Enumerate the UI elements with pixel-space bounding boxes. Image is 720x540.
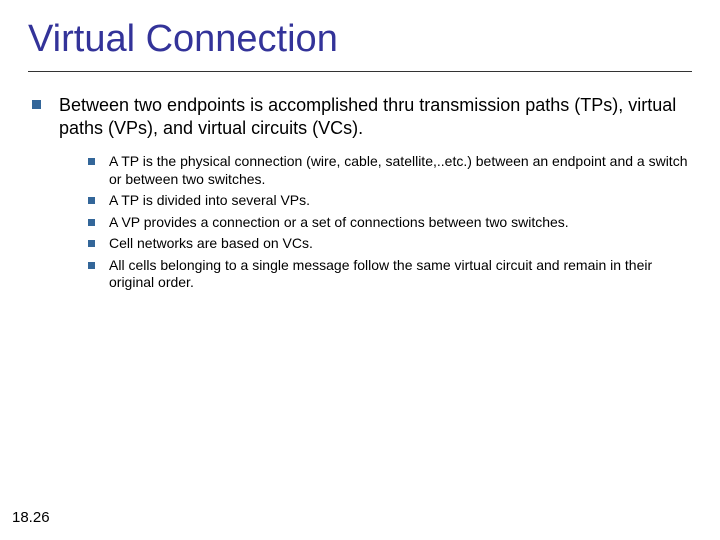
sub-bullet-item: A VP provides a connection or a set of c… [28,214,692,232]
sub-bullet-item: Cell networks are based on VCs. [28,235,692,253]
sub-bullet-text: A TP is the physical connection (wire, c… [109,153,692,188]
sub-bullet-list: A TP is the physical connection (wire, c… [28,153,692,292]
sub-bullet-text: A VP provides a connection or a set of c… [109,214,569,232]
square-bullet-icon [88,197,95,204]
sub-bullet-text: A TP is divided into several VPs. [109,192,310,210]
sub-bullet-text: Cell networks are based on VCs. [109,235,313,253]
square-bullet-icon [88,219,95,226]
square-bullet-icon [88,262,95,269]
sub-bullet-item: A TP is divided into several VPs. [28,192,692,210]
slide-number: 18.26 [12,509,50,526]
sub-bullet-item: A TP is the physical connection (wire, c… [28,153,692,188]
square-bullet-icon [88,240,95,247]
slide-container: Virtual Connection Between two endpoints… [0,0,720,540]
main-bullet-item: Between two endpoints is accomplished th… [28,94,692,139]
main-bullet-text: Between two endpoints is accomplished th… [59,94,692,139]
sub-bullet-text: All cells belonging to a single message … [109,257,692,292]
slide-title: Virtual Connection [28,18,692,61]
title-divider [28,71,692,72]
square-bullet-icon [88,158,95,165]
square-bullet-icon [32,100,41,109]
sub-bullet-item: All cells belonging to a single message … [28,257,692,292]
